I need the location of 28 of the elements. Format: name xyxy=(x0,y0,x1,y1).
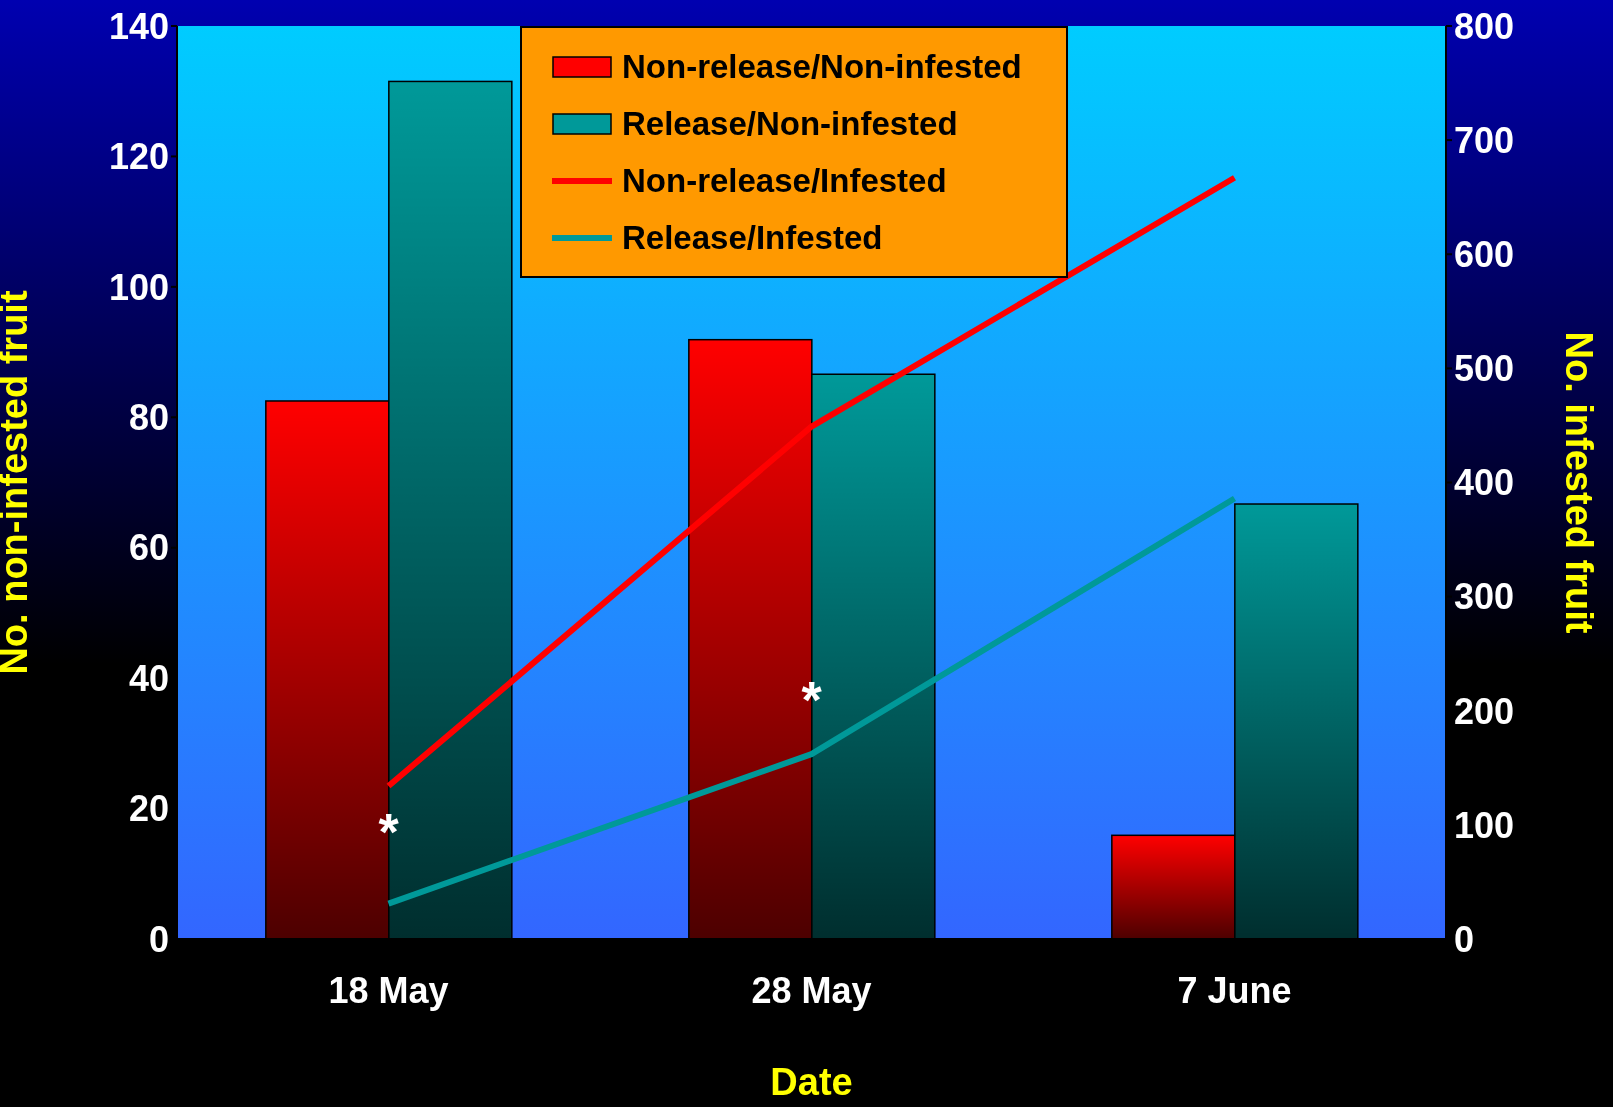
y-tick-label: 80 xyxy=(128,397,169,439)
y-tick-label: 120 xyxy=(108,136,169,178)
y2-tick-label: 500 xyxy=(1454,348,1515,390)
x-axis-title: Date xyxy=(770,1061,853,1103)
x-tick-label: 28 May xyxy=(751,969,872,1011)
y-tick-label: 0 xyxy=(148,918,169,960)
y2-tick-label: 200 xyxy=(1454,690,1515,732)
y2-tick-label: 0 xyxy=(1454,918,1475,960)
y-tick-label: 140 xyxy=(108,5,169,47)
y-tick-label: 40 xyxy=(128,657,169,699)
y-tick-label: 100 xyxy=(108,266,169,308)
y2-axis-title: No. infested fruit xyxy=(1557,331,1600,634)
legend-label: Release/Non-infested xyxy=(622,104,958,143)
legend-label: Non-release/Non-infested xyxy=(622,47,1022,86)
y2-tick-label: 400 xyxy=(1454,462,1515,504)
y2-tick-label: 300 xyxy=(1454,576,1515,618)
y-tick-label: 20 xyxy=(128,788,169,830)
x-tick-label: 18 May xyxy=(328,969,449,1011)
y2-tick-label: 600 xyxy=(1454,234,1515,276)
y2-tick-label: 800 xyxy=(1454,5,1515,47)
x-tick-label: 7 June xyxy=(1177,969,1292,1011)
y-tick-label: 60 xyxy=(128,527,169,569)
y2-tick-label: 700 xyxy=(1454,119,1515,161)
legend-label: Non-release/Infested xyxy=(622,161,947,200)
annotation: * xyxy=(378,802,400,861)
y2-tick-label: 100 xyxy=(1454,804,1515,846)
y-axis-title: No. non-infested fruit xyxy=(0,290,36,675)
legend-label: Release/Infested xyxy=(622,218,883,257)
